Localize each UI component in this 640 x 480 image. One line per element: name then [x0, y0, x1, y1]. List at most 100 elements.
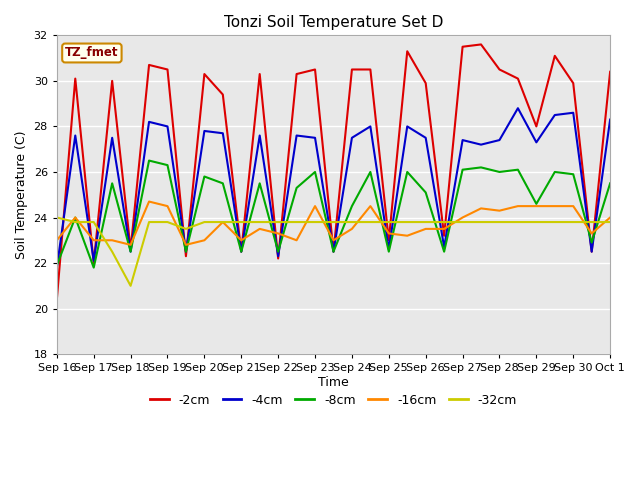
-16cm [182, 242, 190, 248]
-2cm [108, 78, 116, 84]
-8cm [532, 201, 540, 207]
-2cm [292, 71, 300, 77]
-16cm [127, 242, 134, 248]
-16cm [440, 226, 448, 232]
-32cm [606, 219, 614, 225]
-32cm [403, 219, 411, 225]
-32cm [237, 219, 245, 225]
-2cm [275, 256, 282, 262]
-2cm [440, 233, 448, 239]
-2cm [90, 260, 97, 266]
-4cm [367, 123, 374, 129]
-4cm [72, 132, 79, 138]
-16cm [459, 215, 467, 220]
-8cm [477, 165, 485, 170]
-16cm [90, 238, 97, 243]
-2cm [348, 67, 356, 72]
-4cm [459, 137, 467, 143]
-2cm [145, 62, 153, 68]
-16cm [145, 199, 153, 204]
-4cm [348, 135, 356, 141]
-8cm [311, 169, 319, 175]
-2cm [164, 67, 172, 72]
-8cm [606, 180, 614, 186]
-8cm [588, 240, 596, 245]
-4cm [108, 135, 116, 141]
-16cm [385, 230, 393, 236]
-2cm [256, 71, 264, 77]
-2cm [200, 71, 208, 77]
-16cm [292, 238, 300, 243]
Line: -4cm: -4cm [57, 108, 610, 267]
-2cm [72, 76, 79, 82]
-8cm [145, 158, 153, 164]
-32cm [311, 219, 319, 225]
-32cm [219, 219, 227, 225]
-16cm [275, 230, 282, 236]
-4cm [311, 135, 319, 141]
-8cm [219, 180, 227, 186]
-32cm [72, 219, 79, 225]
-4cm [275, 253, 282, 259]
-4cm [292, 132, 300, 138]
-16cm [367, 203, 374, 209]
-32cm [200, 219, 208, 225]
-16cm [311, 203, 319, 209]
-16cm [330, 238, 337, 243]
-8cm [514, 167, 522, 173]
-32cm [330, 219, 337, 225]
-8cm [367, 169, 374, 175]
-16cm [422, 226, 429, 232]
-16cm [403, 233, 411, 239]
-8cm [292, 185, 300, 191]
-8cm [237, 249, 245, 254]
-16cm [551, 203, 559, 209]
-16cm [570, 203, 577, 209]
-4cm [256, 132, 264, 138]
Line: -8cm: -8cm [57, 161, 610, 267]
-8cm [385, 249, 393, 254]
-4cm [551, 112, 559, 118]
-16cm [532, 203, 540, 209]
-2cm [182, 253, 190, 259]
-8cm [108, 180, 116, 186]
-2cm [330, 249, 337, 254]
Line: -16cm: -16cm [57, 202, 610, 245]
-2cm [514, 76, 522, 82]
-32cm [440, 219, 448, 225]
-16cm [200, 238, 208, 243]
-8cm [275, 249, 282, 254]
-32cm [551, 219, 559, 225]
-4cm [237, 249, 245, 254]
-2cm [127, 247, 134, 252]
-8cm [440, 249, 448, 254]
-2cm [385, 238, 393, 243]
-4cm [403, 123, 411, 129]
-4cm [182, 249, 190, 254]
-4cm [385, 247, 393, 252]
-2cm [551, 53, 559, 59]
-32cm [292, 219, 300, 225]
-16cm [495, 208, 503, 214]
-16cm [477, 205, 485, 211]
-8cm [330, 249, 337, 254]
-8cm [570, 171, 577, 177]
-16cm [514, 203, 522, 209]
Text: TZ_fmet: TZ_fmet [65, 47, 118, 60]
-8cm [551, 169, 559, 175]
-4cm [422, 135, 429, 141]
-16cm [237, 238, 245, 243]
-8cm [72, 215, 79, 220]
-32cm [145, 219, 153, 225]
-2cm [532, 123, 540, 129]
-2cm [606, 69, 614, 75]
-8cm [422, 190, 429, 195]
-32cm [495, 219, 503, 225]
Y-axis label: Soil Temperature (C): Soil Temperature (C) [15, 131, 28, 259]
Line: -32cm: -32cm [57, 217, 610, 286]
-32cm [127, 283, 134, 288]
-32cm [53, 215, 61, 220]
-4cm [53, 264, 61, 270]
-16cm [256, 226, 264, 232]
-4cm [164, 123, 172, 129]
